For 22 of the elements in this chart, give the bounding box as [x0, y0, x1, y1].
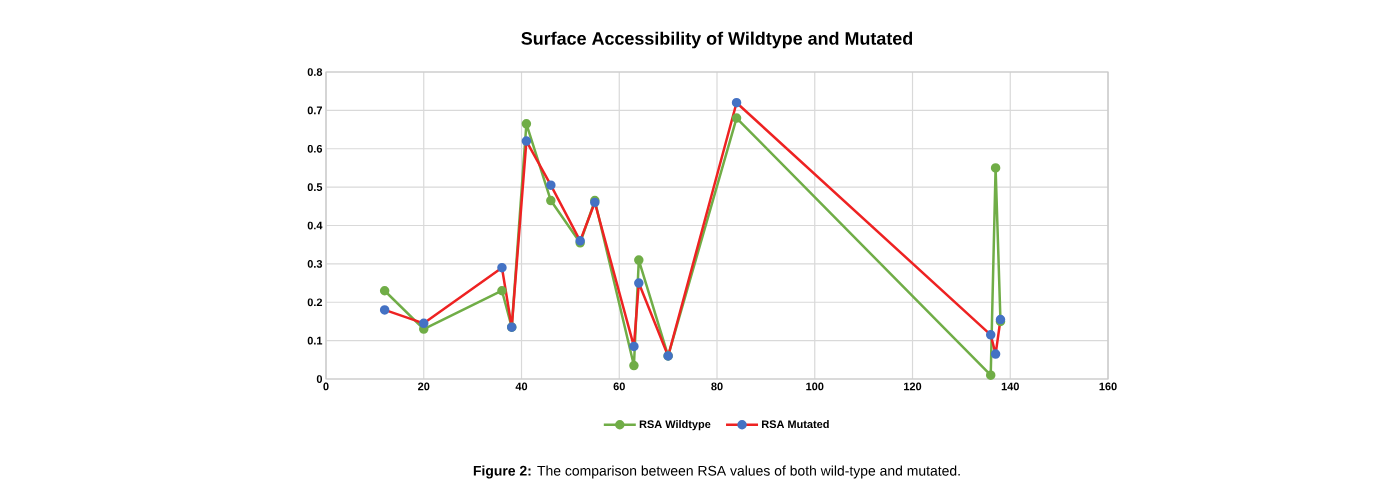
x-tick-label: 120 [904, 382, 922, 391]
x-tick-label: 40 [515, 382, 528, 391]
y-tick-label: 0.8 [307, 68, 323, 76]
x-tick-label: 60 [613, 382, 625, 391]
y-tick-label: 0.5 [307, 183, 323, 192]
legend-label: RSA Mutated [762, 420, 829, 429]
y-tick-label: 0.6 [307, 144, 323, 153]
y-tick-label: 0.7 [307, 106, 322, 115]
x-tick-label: 20 [418, 382, 430, 391]
chart-title: Surface Accessibility of Wildtype and Mutated [521, 31, 913, 49]
y-tick-label: 0 [316, 375, 323, 383]
y-tick-label: 0.4 [307, 221, 323, 230]
x-tick-label: 0 [323, 382, 329, 391]
y-tick-label: 0.2 [307, 298, 323, 307]
legend-label: RSA Wildtype [639, 420, 711, 431]
x-tick-label: 160 [1099, 382, 1117, 391]
x-tick-label: 140 [1001, 382, 1019, 391]
text: Figure 2: The comparison between RSA values of both wild-type and mutated. [473, 465, 960, 479]
y-tick-label: 0.1 [307, 336, 323, 345]
x-tick-label: 80 [711, 382, 723, 391]
x-tick-label: 100 [806, 382, 824, 391]
y-tick-label: 0.3 [307, 260, 323, 268]
